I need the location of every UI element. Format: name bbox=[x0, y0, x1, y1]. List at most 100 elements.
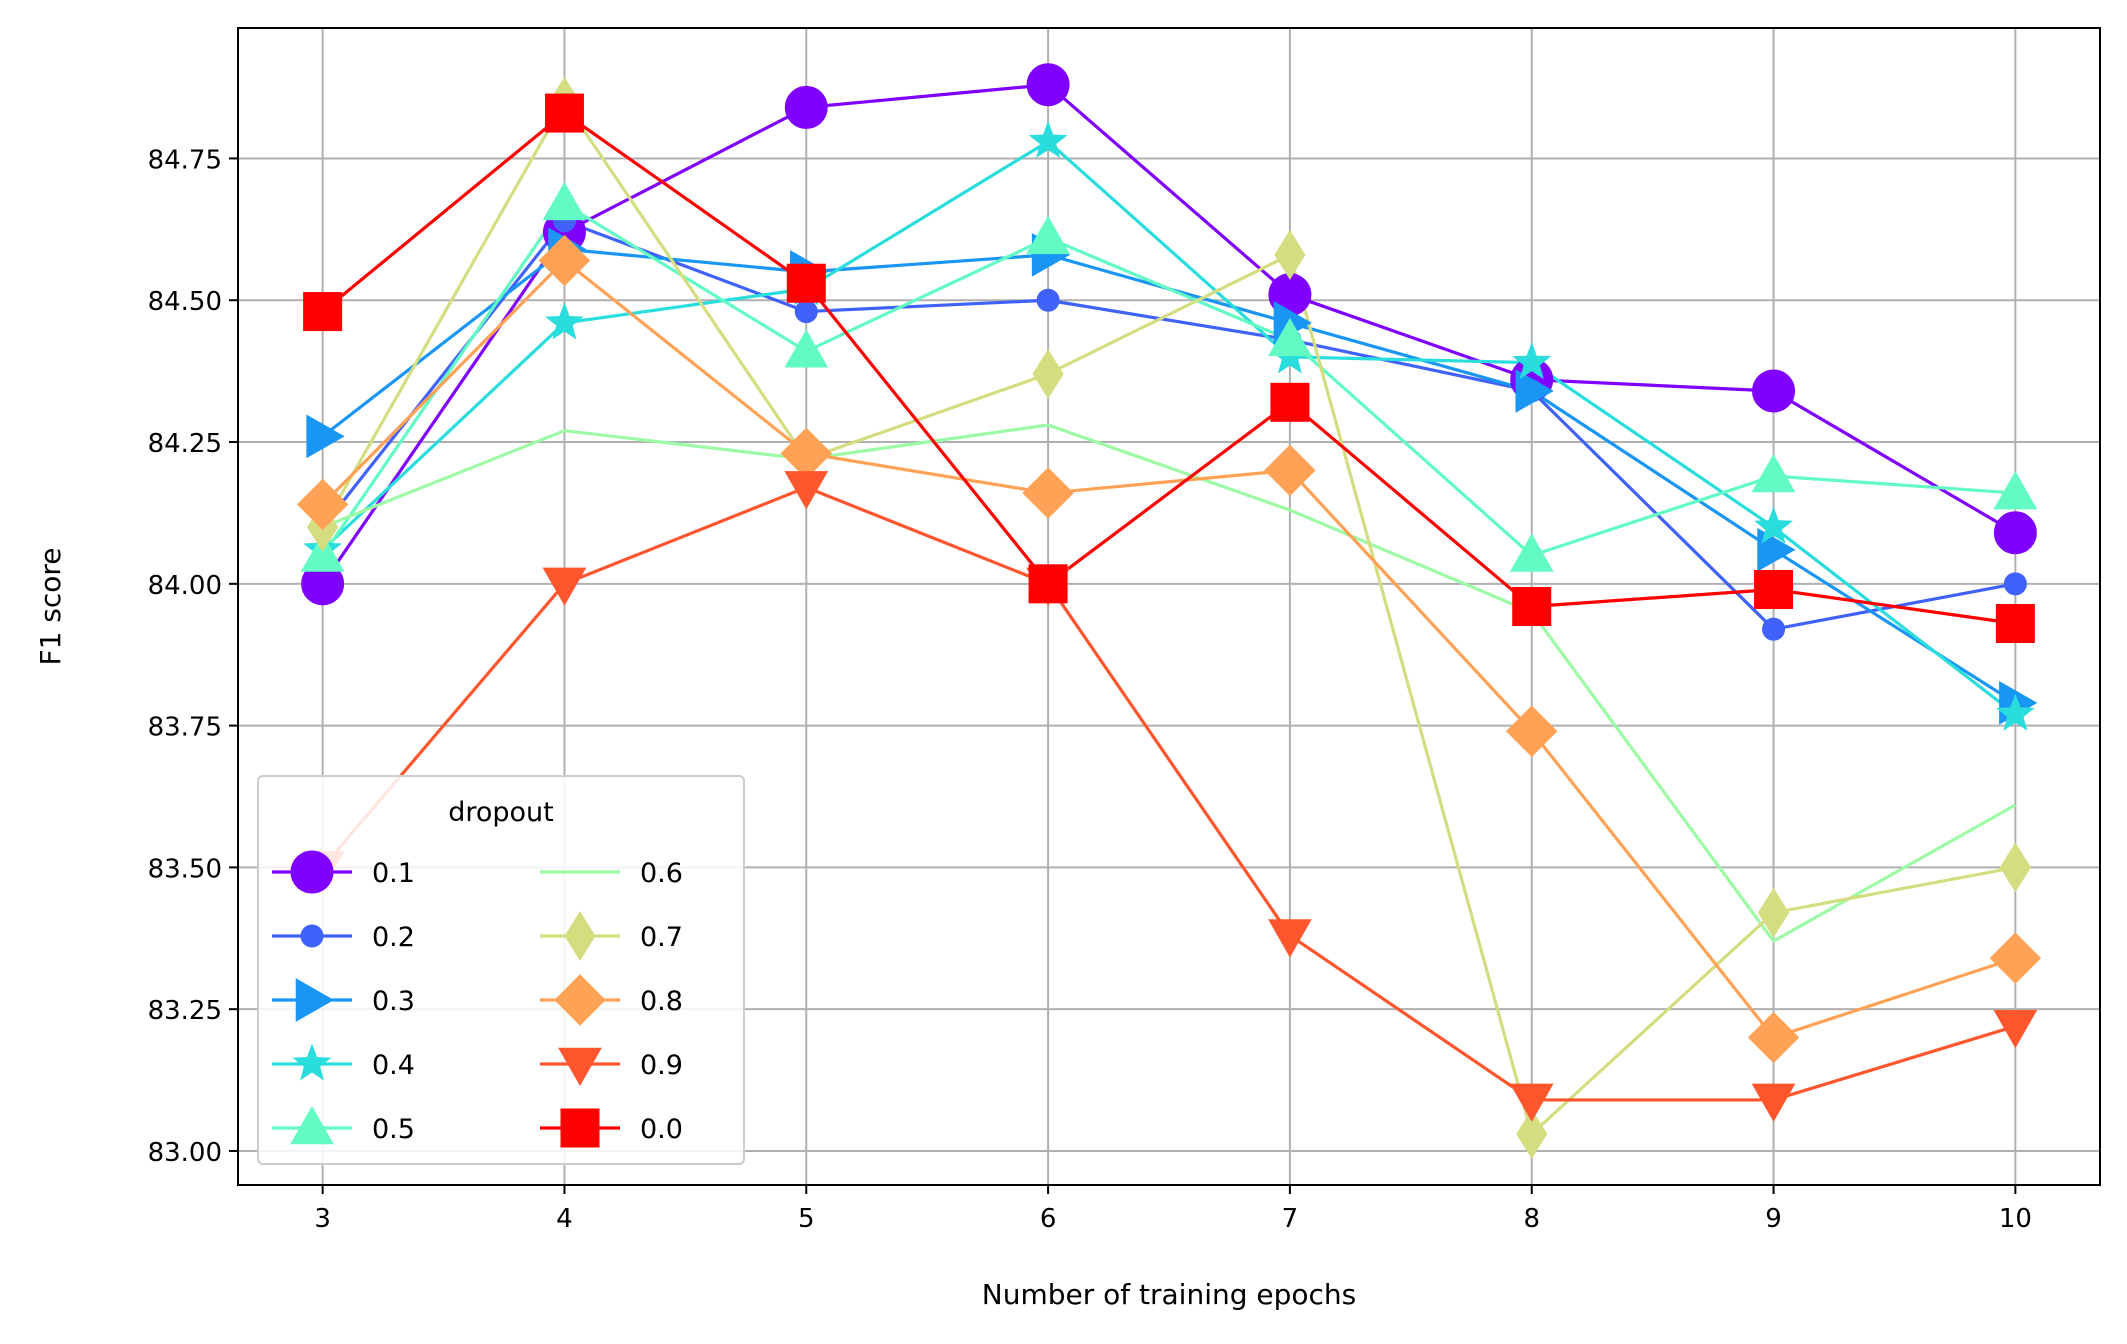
data-point-0.5 bbox=[1509, 533, 1554, 572]
series-0.9 bbox=[321, 485, 2016, 1102]
axis-ticks: 3 4 5 6 7 8 9 10 83.00 83.25 83.50 83.75 84.00 84.25 8… bbox=[148, 145, 2032, 1234]
legend-label-0.3: 0.3 bbox=[372, 986, 415, 1017]
data-point-0.9 bbox=[1993, 1009, 2038, 1049]
x-tick-label: 8 bbox=[1523, 1204, 1540, 1234]
data-point-0.7 bbox=[1516, 1109, 1548, 1159]
legend-label-0.2: 0.2 bbox=[372, 922, 415, 953]
data-point-0.4 bbox=[1754, 506, 1793, 544]
legend-marker-0.2 bbox=[300, 924, 324, 948]
legend-marker-0.4 bbox=[292, 1043, 332, 1081]
series-line-0.6 bbox=[322, 423, 2017, 943]
data-point-0.8 bbox=[1264, 444, 1316, 497]
data-point-0.3 bbox=[306, 414, 345, 459]
x-tick-label: 6 bbox=[1040, 1204, 1057, 1234]
legend-box bbox=[257, 775, 745, 1165]
legend-marker-0.5 bbox=[290, 1105, 334, 1145]
series-line-0.7 bbox=[321, 100, 2016, 1136]
legend-entry-0.6: 0.6 bbox=[540, 858, 683, 889]
data-point-0.9 bbox=[784, 471, 829, 510]
legend-entries: 0.1 0.2 0.3 0.4 0.5 0.6 0.7 0.8 0.9 0.0 bbox=[272, 850, 683, 1148]
series-line-0.4 bbox=[321, 139, 2017, 716]
legend-label-0.6: 0.6 bbox=[640, 858, 683, 889]
y-tick-label: 83.75 bbox=[148, 713, 222, 743]
x-tick-label: 5 bbox=[798, 1204, 815, 1234]
series-0.1 bbox=[321, 83, 2017, 585]
data-point-0.5 bbox=[1026, 215, 1070, 255]
series-0.8 bbox=[321, 258, 2016, 1040]
legend-label-0.4: 0.4 bbox=[372, 1050, 415, 1081]
data-point-0.5 bbox=[1993, 471, 2038, 510]
data-point-0.8 bbox=[296, 478, 349, 531]
data-point-0.9 bbox=[542, 567, 587, 606]
legend-label-0.8: 0.8 bbox=[640, 986, 683, 1017]
y-tick-label: 84.00 bbox=[148, 571, 222, 601]
series-line-0.8 bbox=[321, 258, 2016, 1040]
data-point-0.1 bbox=[1752, 369, 1796, 413]
data-point-0.0 bbox=[1028, 564, 1068, 604]
y-axis-label: F1 score bbox=[34, 547, 67, 665]
data-point-0.5 bbox=[300, 533, 345, 572]
series-0.7 bbox=[321, 100, 2016, 1136]
y-tick-label: 83.00 bbox=[148, 1138, 222, 1168]
data-point-0.0 bbox=[1995, 604, 2035, 644]
y-tick-label: 83.50 bbox=[148, 854, 222, 884]
data-point-0.8 bbox=[1747, 1011, 1800, 1064]
legend-entry-0.7: 0.7 bbox=[540, 911, 683, 961]
data-point-0.2 bbox=[794, 300, 818, 324]
legend-entry-0.4: 0.4 bbox=[272, 1043, 415, 1081]
data-point-0.7 bbox=[1999, 842, 2031, 893]
legend-marker-0.8 bbox=[554, 974, 606, 1026]
data-point-0.9 bbox=[1268, 919, 1312, 958]
legend-marker-0.7 bbox=[564, 911, 596, 961]
data-point-0.7 bbox=[1274, 229, 1306, 280]
series-markers-0.0 bbox=[303, 93, 2035, 644]
data-point-0.8 bbox=[1989, 932, 2042, 984]
legend-marker-0.9 bbox=[558, 1047, 602, 1087]
legend-label-0.9: 0.9 bbox=[640, 1050, 683, 1081]
data-point-0.3 bbox=[1515, 369, 1554, 413]
data-point-0.1 bbox=[784, 85, 828, 129]
data-point-0.7 bbox=[1757, 887, 1790, 938]
data-point-0.9 bbox=[1509, 1083, 1554, 1122]
series-markers-0.5 bbox=[300, 181, 2038, 572]
data-point-0.4 bbox=[1995, 693, 2035, 731]
series-line-0.2 bbox=[321, 219, 2016, 631]
legend-marker-0.1 bbox=[290, 850, 334, 894]
legend-label-0.7: 0.7 bbox=[640, 922, 683, 953]
series-0.4 bbox=[321, 139, 2017, 716]
x-tick-label: 3 bbox=[314, 1204, 331, 1234]
data-point-0.0 bbox=[303, 292, 343, 332]
series-0.0 bbox=[321, 111, 2016, 626]
series-line-0.1 bbox=[321, 83, 2017, 585]
legend-title: dropout bbox=[448, 797, 554, 828]
data-point-0.2 bbox=[1762, 617, 1786, 641]
legend-entry-0.2: 0.2 bbox=[272, 922, 415, 953]
legend-entry-0.5: 0.5 bbox=[272, 1105, 415, 1145]
legend-label-0.0: 0.0 bbox=[640, 1114, 683, 1145]
data-point-0.9 bbox=[1751, 1083, 1796, 1122]
x-axis-label: Number of training epochs bbox=[982, 1278, 1357, 1311]
legend-label-0.5: 0.5 bbox=[372, 1114, 415, 1145]
data-point-0.0 bbox=[786, 263, 826, 303]
data-point-0.1 bbox=[1993, 511, 2037, 555]
legend-marker-0.0 bbox=[560, 1108, 600, 1148]
data-point-0.4 bbox=[1512, 342, 1552, 380]
data-point-0.8 bbox=[538, 234, 591, 287]
data-point-0.5 bbox=[784, 329, 829, 368]
series-0.6 bbox=[322, 423, 2017, 943]
y-tick-label: 84.75 bbox=[148, 145, 222, 175]
series-0.5 bbox=[321, 202, 2016, 558]
legend-label-0.1: 0.1 bbox=[372, 858, 415, 889]
plot-frame bbox=[237, 27, 2101, 1186]
legend-entry-0.3: 0.3 bbox=[272, 978, 415, 1022]
series-0.2 bbox=[321, 219, 2016, 631]
legend-marker-0.3 bbox=[295, 978, 335, 1022]
legend: dropout 0.1 0.2 0.3 0.4 0.5 0.6 0.7 0.8 0.9 0.0 bbox=[257, 775, 745, 1165]
x-tick-label: 7 bbox=[1282, 1204, 1299, 1234]
series-line-0.9 bbox=[321, 485, 2016, 1102]
data-point-0.0 bbox=[544, 93, 584, 133]
data-point-0.1 bbox=[1026, 63, 1070, 107]
data-point-0.0 bbox=[1512, 587, 1552, 626]
x-tick-label: 4 bbox=[556, 1204, 573, 1234]
